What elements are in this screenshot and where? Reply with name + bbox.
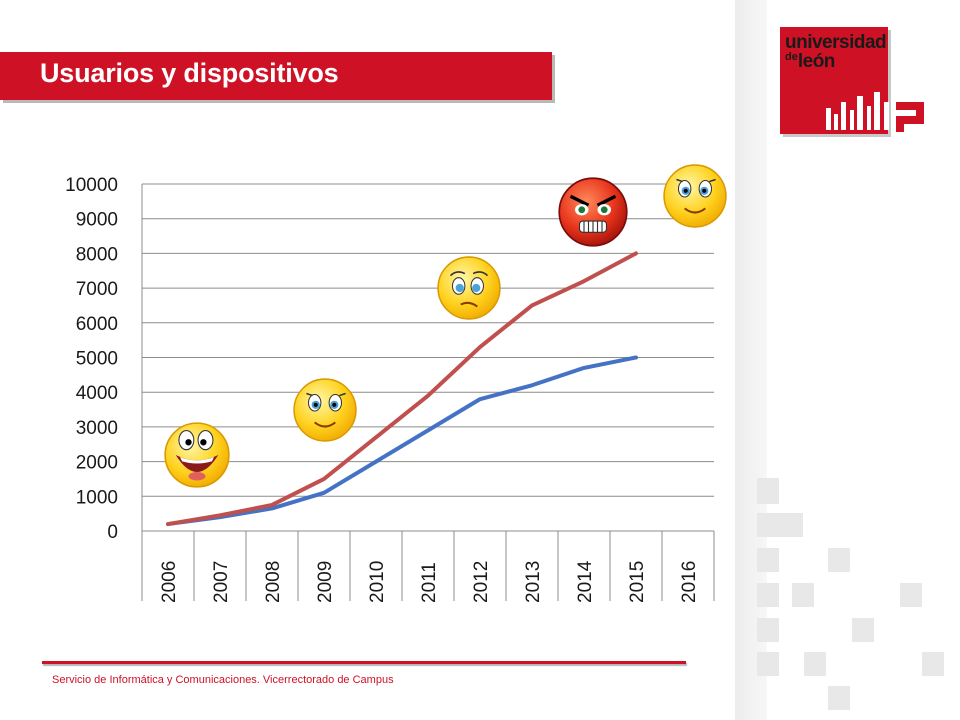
y-tick-label: 1000	[76, 487, 118, 508]
decorative-block	[792, 583, 814, 607]
series-lines	[166, 251, 638, 527]
decorative-block	[757, 618, 779, 642]
smiling-emoji-icon	[662, 163, 728, 229]
decorative-block	[900, 583, 922, 607]
title-banner	[0, 52, 552, 100]
series-line-2	[166, 251, 638, 527]
x-tick-label: 2008	[263, 561, 284, 603]
decorative-block	[804, 652, 826, 676]
smiling-emoji-icon	[292, 377, 358, 443]
x-tick-label: 2014	[575, 560, 596, 603]
decorative-block	[757, 478, 779, 504]
angry-emoji-icon	[557, 176, 629, 248]
y-tick-label: 8000	[76, 244, 118, 265]
x-tick-label: 2016	[679, 561, 700, 603]
y-tick-label: 4000	[76, 383, 118, 404]
y-tick-label: 0	[107, 522, 118, 543]
gridlines	[141, 183, 715, 601]
decorative-block	[828, 548, 850, 572]
x-tick-label: 2013	[523, 561, 544, 603]
series-line-1	[166, 355, 638, 527]
decorative-block	[757, 513, 803, 537]
x-tick-label: 2015	[627, 561, 648, 603]
logo-text-line2: deleón	[785, 51, 835, 73]
x-tick-label: 2009	[315, 561, 336, 603]
x-tick-label: 2011	[419, 562, 440, 603]
y-tick-label: 9000	[76, 210, 118, 231]
y-tick-label: 3000	[76, 418, 118, 439]
x-tick-label: 2012	[471, 561, 492, 603]
decorative-block	[828, 686, 850, 710]
logo-text-line1: universidad	[785, 32, 887, 53]
y-tick-label: 2000	[76, 453, 118, 474]
y-tick-label: 7000	[76, 279, 118, 300]
x-tick-label: 2010	[367, 561, 388, 603]
decorative-block	[757, 548, 779, 572]
y-axis-ticks: 0 1000 2000 3000 4000 5000 6000 7000 8000 9000 100…	[65, 175, 118, 543]
worried-emoji-icon	[436, 255, 502, 321]
page-title: Usuarios y dispositivos	[40, 58, 339, 88]
decorative-block	[757, 652, 779, 676]
laughing-emoji-icon	[163, 421, 231, 489]
footer-text: Servicio de Informática y Comunicaciones…	[52, 674, 394, 686]
logo-text-leon: león	[797, 51, 836, 72]
decorative-block	[852, 618, 874, 642]
logo-text-de: de	[785, 51, 798, 63]
y-tick-label: 5000	[76, 349, 118, 370]
y-tick-label: 10000	[65, 175, 118, 196]
x-tick-label: 2006	[159, 561, 180, 603]
x-tick-label: 2007	[211, 561, 232, 603]
footer-divider	[42, 661, 686, 664]
decorative-block	[922, 652, 944, 676]
y-tick-label: 6000	[76, 314, 118, 335]
decorative-block	[757, 583, 779, 607]
x-axis-ticks: 2006 2007 2008 2009 2010 2011 2012 2013 2014 2015…	[159, 560, 700, 603]
logo-mark-icon	[826, 92, 924, 132]
